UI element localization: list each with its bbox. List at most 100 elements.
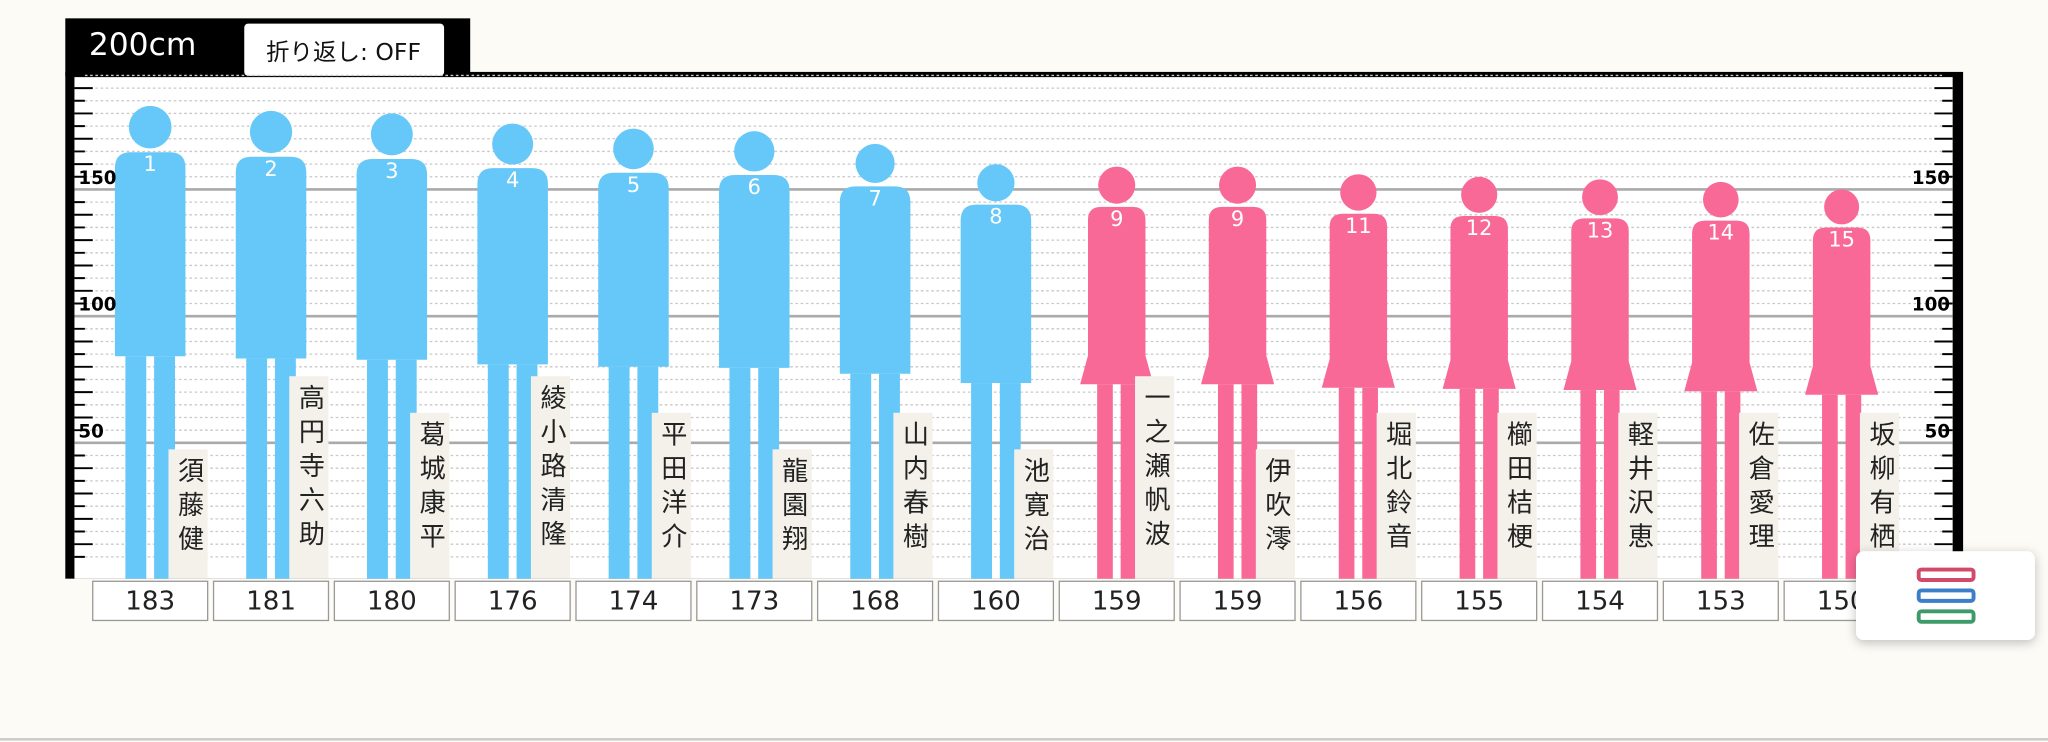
figure-leg bbox=[971, 383, 992, 579]
name-tag: 伊吹澪 bbox=[1255, 449, 1296, 579]
height-label: 160 bbox=[971, 587, 1021, 617]
rank-label: 12 bbox=[1466, 216, 1493, 240]
person-figure: 9 bbox=[1080, 166, 1154, 579]
height-box bbox=[696, 580, 813, 622]
height-box bbox=[1179, 580, 1296, 622]
name-tag: 山内春樹 bbox=[893, 412, 933, 579]
rank-label: 14 bbox=[1708, 221, 1735, 245]
height-box bbox=[1421, 580, 1538, 622]
figure-leg bbox=[850, 373, 872, 579]
wrap-toggle[interactable]: 折り返し: OFF bbox=[244, 23, 445, 76]
figure-head bbox=[734, 131, 775, 172]
figure-body bbox=[1563, 218, 1637, 391]
name-tag: 龍園翔 bbox=[772, 449, 812, 579]
name-tag: 堀北鈴音 bbox=[1376, 412, 1416, 579]
height-label: 173 bbox=[729, 587, 779, 617]
figure-leg bbox=[1362, 387, 1378, 579]
name-tag-bg bbox=[410, 412, 450, 579]
rank-label: 9 bbox=[1110, 207, 1123, 231]
name-label: 櫛田桔梗 bbox=[1502, 421, 1533, 557]
rank-label: 11 bbox=[1345, 214, 1372, 238]
menu-button[interactable] bbox=[1856, 551, 2035, 641]
figure-leg bbox=[1580, 390, 1597, 579]
y-tick-label: 50 bbox=[1925, 421, 1950, 442]
name-tag-bg bbox=[530, 376, 571, 579]
figure-leg bbox=[1120, 384, 1137, 579]
height-label: 154 bbox=[1575, 587, 1625, 617]
name-label: 山内春樹 bbox=[898, 421, 929, 557]
height-label: 153 bbox=[1696, 587, 1746, 617]
name-label: 綾小路清隆 bbox=[536, 384, 567, 554]
person-figure: 12 bbox=[1442, 176, 1516, 579]
figure-body bbox=[1442, 216, 1516, 389]
height-box bbox=[1300, 580, 1417, 622]
name-tag: 軽井沢恵 bbox=[1618, 412, 1658, 579]
name-label: 堀北鈴音 bbox=[1381, 421, 1412, 557]
rank-label: 9 bbox=[1231, 207, 1244, 231]
name-label: 伊吹澪 bbox=[1260, 457, 1291, 559]
height-label: 159 bbox=[1213, 587, 1263, 617]
name-label: 池寛治 bbox=[1019, 457, 1049, 559]
height-label: 174 bbox=[609, 587, 659, 617]
figure-head bbox=[855, 143, 895, 184]
name-tag-bg bbox=[772, 449, 812, 579]
person-figure: 15 bbox=[1805, 189, 1879, 579]
name-tag-bg bbox=[1014, 449, 1054, 579]
figure-body bbox=[477, 168, 548, 365]
person-figure: 11 bbox=[1321, 174, 1395, 579]
figure-head bbox=[613, 128, 654, 170]
name-label: 平田洋介 bbox=[656, 421, 687, 557]
y-tick-label: 100 bbox=[1912, 295, 1950, 316]
name-tag-bg bbox=[1859, 412, 1900, 579]
name-tag: 佐倉愛理 bbox=[1739, 412, 1779, 579]
height-label: 183 bbox=[125, 587, 175, 617]
figure-leg bbox=[1217, 384, 1234, 579]
rank-label: 2 bbox=[264, 157, 277, 181]
figure-leg bbox=[1097, 384, 1113, 579]
menu-icon-bar bbox=[1916, 567, 1976, 582]
menu[interactable] bbox=[1856, 551, 2035, 641]
name-tag-bg bbox=[1376, 412, 1416, 579]
name-tag: 坂柳有栖 bbox=[1859, 412, 1900, 579]
figure-leg bbox=[1459, 388, 1476, 579]
name-tag: 平田洋介 bbox=[651, 412, 691, 579]
name-tag-bg bbox=[168, 449, 208, 579]
y-tick-label: 150 bbox=[78, 168, 116, 189]
name-label: 軽井沢恵 bbox=[1623, 421, 1654, 557]
figure-head bbox=[370, 113, 413, 156]
name-tag: 一之瀬帆波 bbox=[1135, 376, 1175, 579]
figure-leg bbox=[608, 366, 630, 579]
figure-body bbox=[1684, 220, 1758, 392]
figure-leg bbox=[1845, 394, 1862, 579]
name-tag: 高円寺六助 bbox=[289, 376, 329, 579]
figure-body bbox=[356, 159, 428, 360]
person-figure: 14 bbox=[1684, 181, 1758, 579]
height-box bbox=[454, 580, 571, 622]
figure-leg bbox=[125, 356, 147, 579]
height-label: 168 bbox=[850, 587, 900, 617]
figure-head bbox=[492, 123, 534, 165]
figure-body bbox=[1080, 206, 1154, 385]
person-figure: 3 bbox=[356, 113, 428, 579]
figure-leg bbox=[367, 359, 388, 579]
height-box bbox=[212, 580, 330, 622]
figure-head bbox=[1219, 166, 1257, 204]
figure-leg bbox=[1338, 387, 1355, 579]
person-figure: 2 bbox=[235, 110, 307, 579]
height-label: 155 bbox=[1454, 587, 1504, 617]
name-tag: 櫛田桔梗 bbox=[1497, 412, 1537, 579]
figure-body bbox=[839, 186, 911, 374]
height-label: 180 bbox=[367, 587, 417, 617]
menu-icon-bar bbox=[1916, 609, 1976, 624]
figure-head bbox=[249, 110, 293, 154]
height-box bbox=[575, 580, 692, 622]
y-tick-label: 150 bbox=[1912, 168, 1950, 189]
rank-label: 5 bbox=[627, 173, 640, 197]
name-tag: 須藤健 bbox=[168, 449, 208, 579]
wrap-button[interactable] bbox=[244, 23, 445, 76]
person-figure: 13 bbox=[1563, 179, 1637, 579]
rank-label: 13 bbox=[1587, 218, 1614, 242]
wrap-button-label[interactable]: 折り返し: OFF bbox=[266, 38, 421, 66]
